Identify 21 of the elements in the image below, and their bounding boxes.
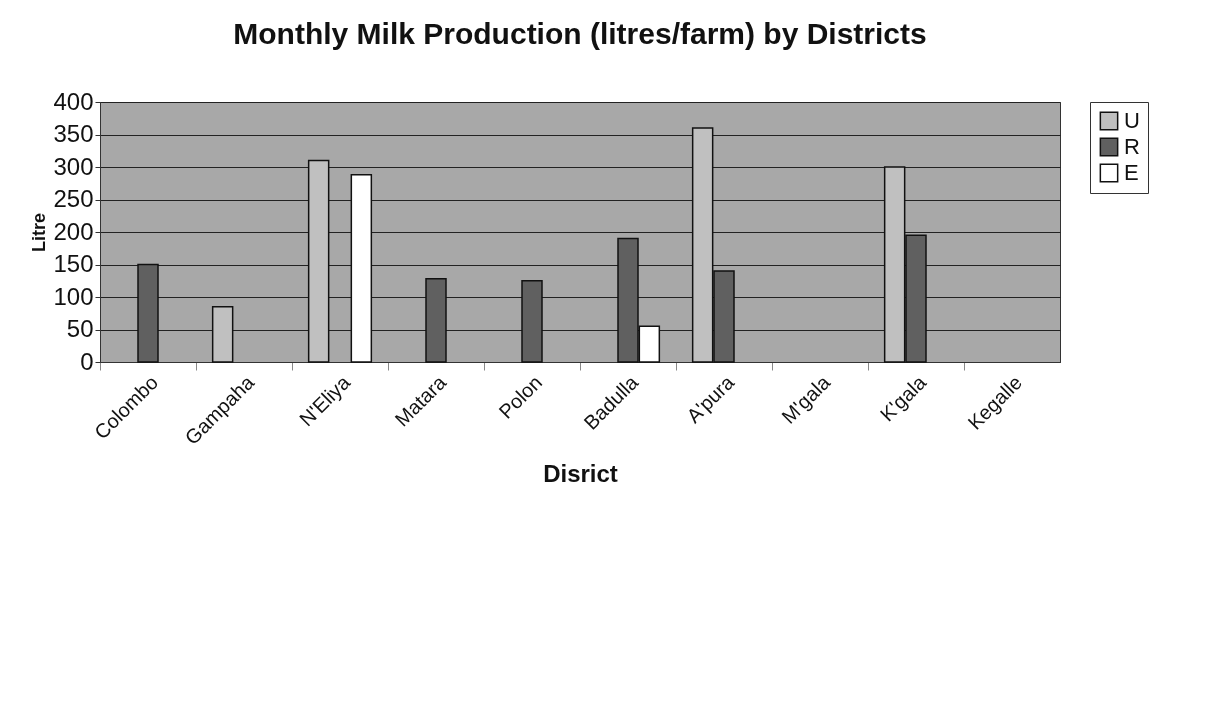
bar	[425, 278, 447, 363]
chart-title: Monthly Milk Production (litres/farm) by Districts	[233, 17, 927, 50]
bar	[211, 306, 234, 363]
x-axis-title: Disrict	[543, 459, 618, 487]
y-tick-label: 0	[80, 347, 94, 375]
y-tick-label: 400	[53, 87, 94, 115]
y-tick-label: 200	[53, 217, 94, 245]
y-tick-label: 100	[53, 282, 94, 310]
bar	[521, 280, 543, 363]
y-tick-label: 150	[53, 250, 94, 277]
legend-label: U	[1124, 108, 1140, 133]
legend-label: R	[1124, 134, 1140, 159]
bar	[137, 263, 159, 363]
y-tick-label: 250	[53, 185, 94, 212]
bar	[307, 159, 330, 363]
bar	[350, 174, 373, 363]
y-tick-label: 350	[53, 120, 94, 147]
y-tick-label: 50	[66, 315, 94, 342]
y-tick-label: 300	[53, 152, 94, 180]
y-axis-title: Litre	[29, 212, 50, 253]
legend-label: E	[1124, 160, 1139, 185]
